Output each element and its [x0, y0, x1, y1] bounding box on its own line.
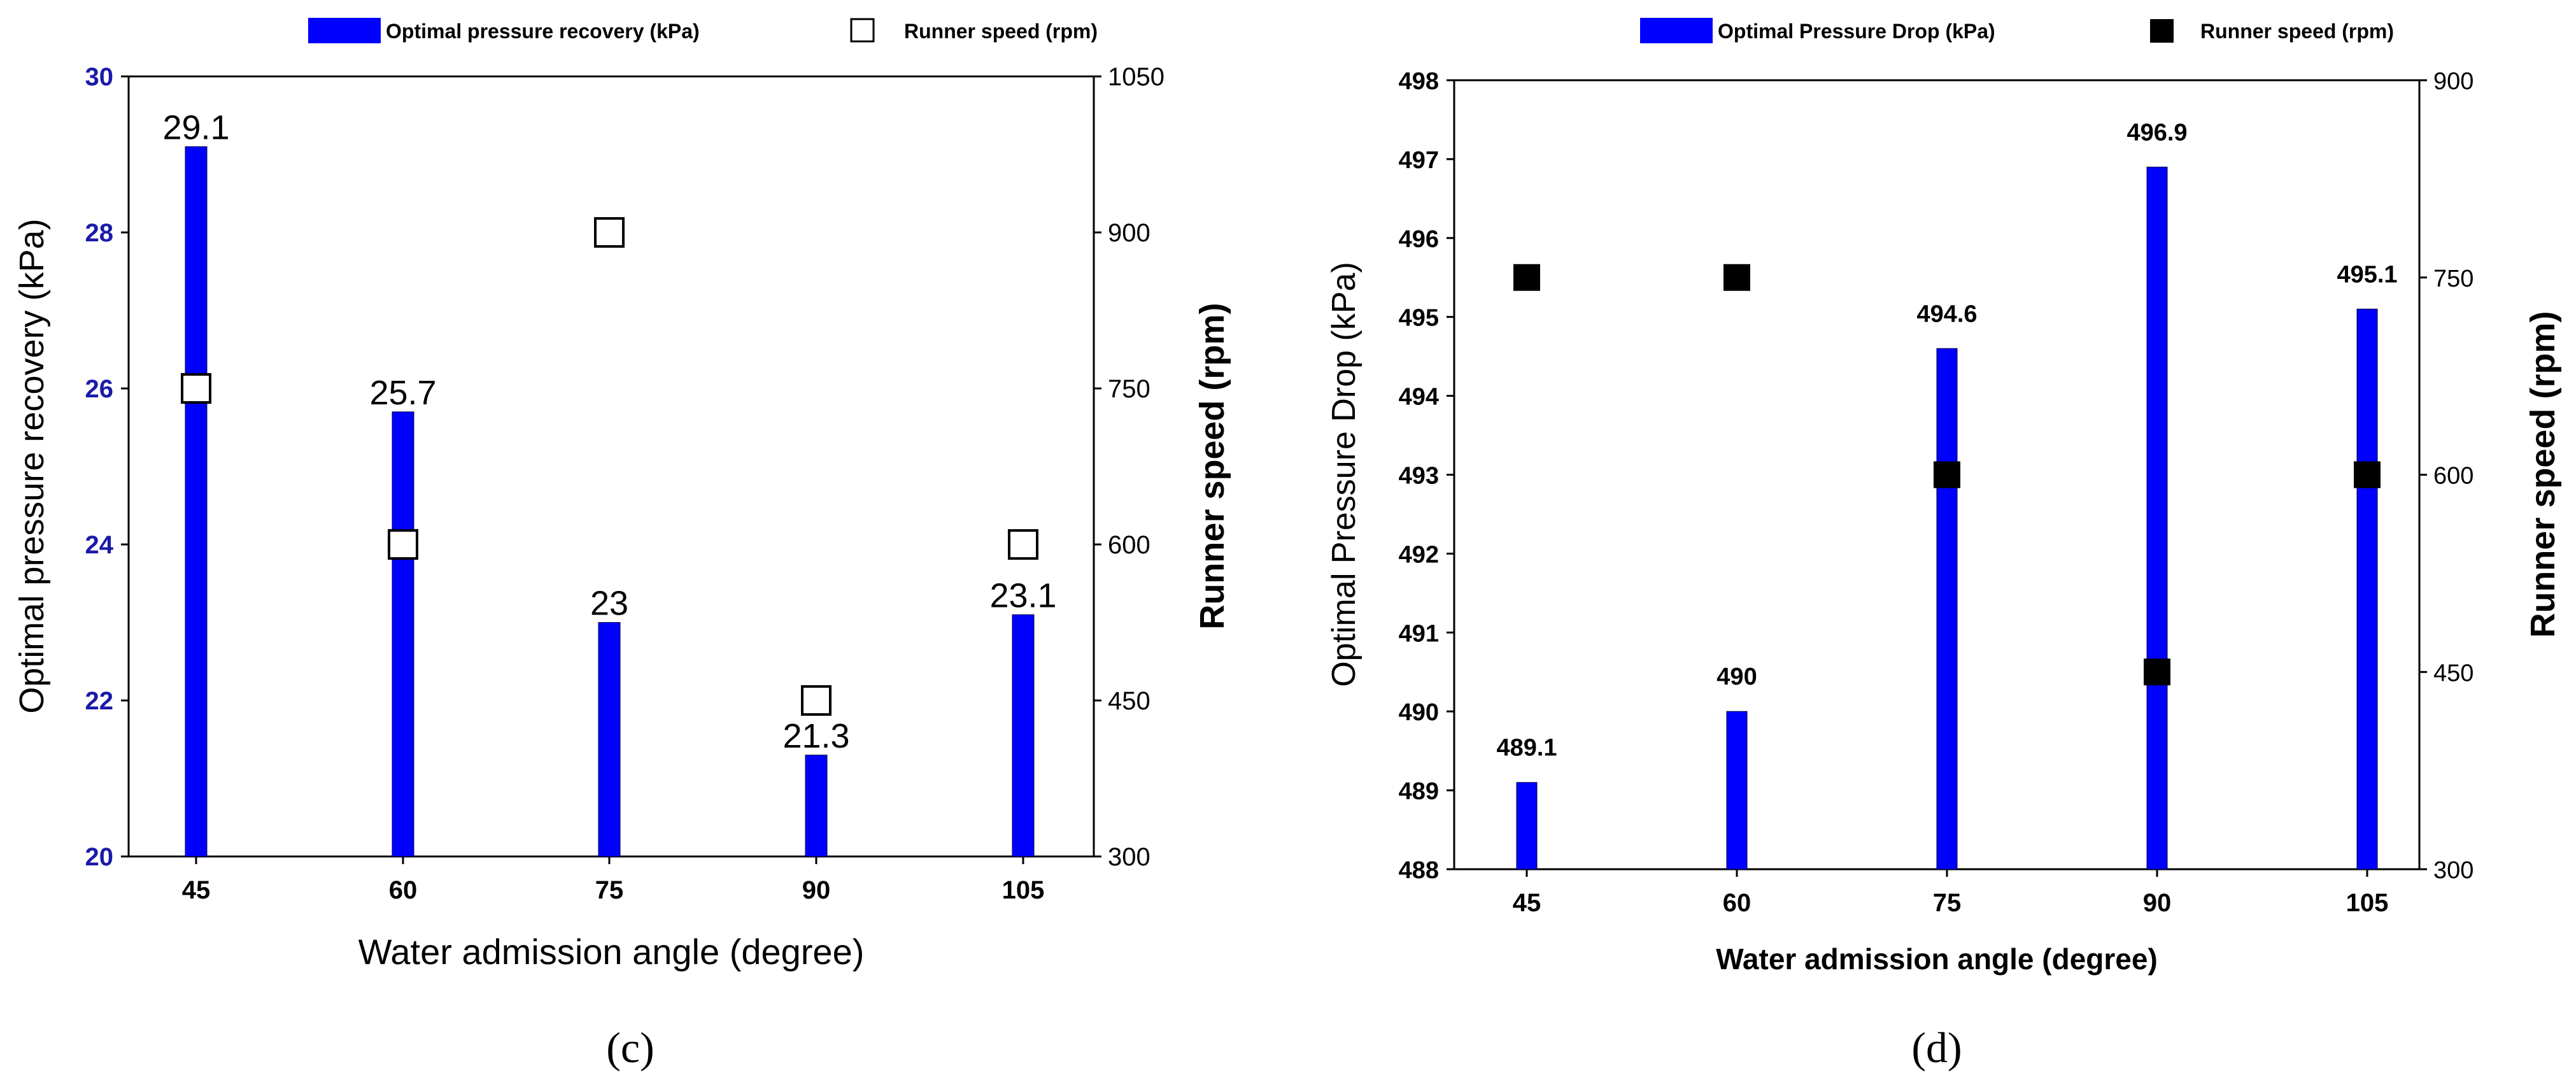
runner-speed-marker [388, 529, 418, 560]
legend-label-bar: Optimal pressure recovery (kPa) [386, 20, 700, 43]
bar [392, 411, 414, 857]
y-tick-label: 492 [1399, 541, 1439, 568]
runner-speed-marker [2144, 658, 2170, 686]
bar-value-label: 25.7 [369, 374, 436, 412]
runner-speed-marker [1723, 264, 1750, 291]
y-axis-left: 488 489 490 491 492 493 494 495 496 497 498 [1399, 68, 1454, 884]
x-axis: 45 60 75 90 105 [182, 856, 1045, 904]
chart-panel-c: Optimal pressure recovery (kPa) Runner s… [13, 18, 1231, 1072]
y-tick-label: 26 [85, 375, 114, 403]
y-axis-left: 20 22 24 26 28 30 [85, 63, 129, 871]
panel-label: (d) [1911, 1023, 1962, 1072]
y-tick-label: 494 [1399, 384, 1439, 411]
y2-tick-label: 600 [1108, 531, 1150, 559]
bar [1012, 614, 1035, 857]
bar-value-label: 496.9 [2127, 119, 2187, 146]
x-tick-label: 60 [389, 876, 418, 904]
legend-swatch-marker [850, 18, 875, 43]
bar-value-label: 495.1 [2337, 261, 2397, 288]
y-tick-label: 495 [1399, 305, 1439, 332]
runner-speed-marker [181, 373, 211, 404]
y2-tick-label: 900 [1108, 219, 1150, 247]
y-tick-label: 28 [85, 219, 114, 247]
x-tick-label: 45 [182, 876, 211, 904]
y2-tick-label: 300 [1108, 843, 1150, 871]
legend: Optimal pressure recovery (kPa) Runner s… [308, 18, 1098, 43]
bar [1936, 348, 1958, 870]
x-tick-label: 75 [1933, 889, 1962, 917]
y-axis-title: Optimal Pressure Drop (kPa) [1326, 262, 1362, 687]
bar-value-label: 490 [1716, 664, 1757, 690]
y-tick-label: 30 [85, 63, 114, 91]
y-tick-label: 491 [1399, 620, 1439, 647]
y-tick-label: 489 [1399, 778, 1439, 805]
bar [805, 755, 828, 857]
runner-speed-marker [1513, 264, 1540, 291]
legend-label-marker: Runner speed (rpm) [2200, 20, 2394, 43]
legend-label-bar: Optimal Pressure Drop (kPa) [1718, 20, 1995, 43]
y2-tick-label: 300 [2433, 857, 2473, 884]
runner-speed-marker [801, 685, 832, 716]
legend: Optimal Pressure Drop (kPa) Runner speed… [1640, 18, 2394, 43]
bar [1516, 782, 1538, 870]
bar [2146, 166, 2168, 870]
x-axis: 45 60 75 90 105 [1513, 869, 2389, 917]
y2-axis-title: Runner speed (rpm) [1193, 302, 1231, 629]
bar-value-label: 21.3 [782, 717, 849, 755]
bar-series: 489.1 490 494.6 496.9 495.1 [1496, 119, 2398, 870]
runner-speed-marker [1934, 461, 1960, 488]
y-axis-right: 300 450 600 750 900 [2419, 68, 2473, 884]
bar [598, 622, 621, 857]
bar-value-label: 494.6 [1916, 301, 1977, 327]
y-tick-label: 490 [1399, 699, 1439, 726]
legend-label-marker: Runner speed (rpm) [904, 20, 1098, 43]
bar [1726, 711, 1748, 870]
y2-tick-label: 450 [2433, 660, 2473, 686]
x-tick-label: 90 [2143, 889, 2172, 917]
y2-tick-label: 900 [2433, 68, 2473, 95]
y-tick-label: 498 [1399, 68, 1439, 95]
bar-value-label: 23 [590, 585, 628, 623]
x-axis-title: Water admission angle (degree) [358, 932, 865, 972]
x-tick-label: 90 [802, 876, 831, 904]
y-tick-label: 24 [85, 531, 114, 559]
chart-panel-d: Optimal Pressure Drop (kPa) Runner speed… [1326, 18, 2562, 1072]
legend-swatch-bar [308, 18, 381, 43]
y-tick-label: 20 [85, 843, 114, 871]
runner-speed-marker [2354, 461, 2381, 488]
legend-swatch-marker [2150, 19, 2174, 43]
y-tick-label: 22 [85, 687, 114, 715]
x-tick-label: 105 [1002, 876, 1045, 904]
x-tick-label: 45 [1513, 889, 1541, 917]
y-tick-label: 493 [1399, 463, 1439, 490]
bar [2356, 308, 2378, 870]
y2-tick-label: 1050 [1108, 63, 1164, 91]
y2-tick-label: 450 [1108, 687, 1150, 715]
legend-swatch-bar [1640, 18, 1713, 43]
x-tick-label: 75 [595, 876, 624, 904]
y2-tick-label: 750 [2433, 266, 2473, 292]
bar-series: 29.1 25.7 23 21.3 23.1 [162, 108, 1057, 857]
x-axis-title: Water admission angle (degree) [1716, 942, 2158, 976]
x-tick-label: 60 [1723, 889, 1752, 917]
y2-axis-title: Runner speed (rpm) [2524, 311, 2562, 637]
y-tick-label: 496 [1399, 226, 1439, 253]
y2-tick-label: 600 [2433, 463, 2473, 490]
y-axis-right: 300 450 600 750 900 1050 [1094, 63, 1164, 871]
y-tick-label: 488 [1399, 857, 1439, 884]
runner-speed-marker [594, 217, 625, 248]
y-axis-title: Optimal pressure recovery (kPa) [13, 218, 51, 713]
runner-speed-marker [1008, 529, 1038, 560]
marker-series [181, 217, 1038, 716]
panel-label: (c) [606, 1023, 654, 1072]
x-tick-label: 105 [2346, 889, 2389, 917]
bar-value-label: 489.1 [1496, 735, 1557, 762]
bar [185, 146, 208, 857]
bar-value-label: 23.1 [989, 576, 1056, 615]
y-tick-label: 497 [1399, 147, 1439, 174]
bar-value-label: 29.1 [162, 108, 229, 146]
marker-series [1513, 264, 2381, 686]
y2-tick-label: 750 [1108, 375, 1150, 403]
